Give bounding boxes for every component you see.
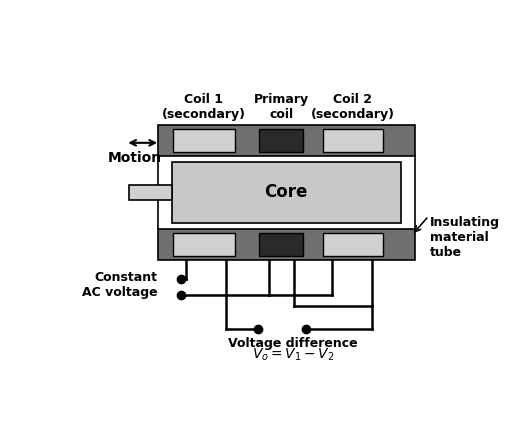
Bar: [323, 233, 383, 256]
Bar: [158, 125, 415, 156]
Bar: [171, 162, 401, 223]
Text: Coil 1
(secondary): Coil 1 (secondary): [162, 93, 246, 121]
Text: Motion: Motion: [108, 151, 162, 165]
Bar: [173, 233, 235, 256]
Text: Coil 2
(secondary): Coil 2 (secondary): [311, 93, 395, 121]
Bar: [259, 233, 303, 256]
Bar: [158, 156, 415, 229]
Bar: [323, 129, 383, 152]
Text: $V_o = V_1 - V_2$: $V_o = V_1 - V_2$: [252, 346, 334, 363]
Text: Insulating
material
tube: Insulating material tube: [430, 216, 500, 259]
Bar: [158, 229, 415, 260]
Text: Primary
coil: Primary coil: [254, 93, 309, 121]
Bar: [129, 185, 171, 200]
Text: Core: Core: [265, 184, 308, 201]
Bar: [259, 129, 303, 152]
Text: Voltage difference: Voltage difference: [228, 336, 358, 349]
Bar: [173, 129, 235, 152]
Text: Constant
AC voltage: Constant AC voltage: [82, 271, 158, 299]
